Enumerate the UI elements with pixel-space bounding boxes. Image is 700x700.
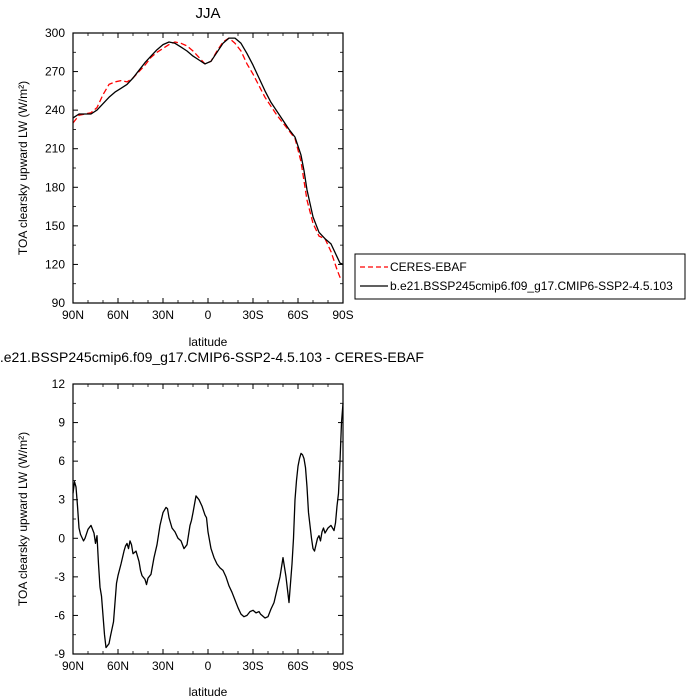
- top-series-line-0: [72, 37, 344, 281]
- bottom-y-tick-label: 0: [58, 531, 65, 545]
- top-x-tick-label: 90N: [62, 308, 84, 322]
- bottom-y-tick-label: -9: [54, 647, 65, 661]
- bottom-y-tick-label: 3: [58, 493, 65, 507]
- legend-label-ceres: CERES-EBAF: [390, 260, 467, 274]
- top-y-tick-label: 90: [52, 296, 66, 310]
- bottom-x-axis-label: latitude: [189, 685, 228, 699]
- top-x-tick-label: 30N: [152, 308, 174, 322]
- top-ticks: 90N 60N 30N 0 30S 60S 90S 90 120 150 180 210 240 270 3…: [45, 26, 354, 322]
- bottom-panel: b.e21.BSSP245cmip6.f09_g17.CMIP6-SSP2-4.…: [0, 349, 424, 699]
- top-y-axis-label: TOA clearsky upward LW (W/m²): [16, 81, 30, 255]
- bottom-x-tick-label: 60S: [287, 659, 308, 673]
- bottom-ticks: 90N 60N 30N 0 30S 60S 90S -9 -6 -3 0 3 6 9 12: [52, 377, 354, 673]
- legend: CERES-EBAF b.e21.BSSP245cmip6.f09_g17.CM…: [354, 253, 686, 300]
- top-y-tick-label: 270: [45, 65, 65, 79]
- legend-label-model: b.e21.BSSP245cmip6.f09_g17.CMIP6-SSP2-4.…: [390, 279, 673, 293]
- bottom-x-tick-label: 30N: [152, 659, 174, 673]
- top-y-tick-label: 150: [45, 219, 65, 233]
- top-y-tick-label: 210: [45, 142, 65, 156]
- bottom-y-axis-label: TOA clearsky upward LW (W/m²): [16, 432, 30, 606]
- bottom-y-tick-label: -6: [54, 608, 65, 622]
- top-x-tick-label: 30S: [242, 308, 263, 322]
- top-y-tick-label: 120: [45, 257, 65, 271]
- bottom-x-tick-label: 60N: [107, 659, 129, 673]
- top-x-tick-label: 60S: [287, 308, 308, 322]
- top-plot-frame: [72, 32, 344, 304]
- top-chart-title: JJA: [195, 5, 220, 22]
- bottom-x-tick-label: 90S: [332, 659, 353, 673]
- bottom-series-group: [72, 403, 344, 649]
- bottom-plot-frame: [72, 383, 344, 655]
- legend-box: [354, 253, 686, 300]
- top-panel: JJA TOA clearsky upward LW (W/m²) latitu…: [16, 5, 354, 349]
- top-x-axis-label: latitude: [189, 335, 228, 349]
- top-series-line-1: [72, 37, 344, 265]
- top-x-tick-label: 90S: [332, 308, 353, 322]
- top-x-tick-label: 0: [205, 308, 212, 322]
- top-y-tick-label: 240: [45, 103, 65, 117]
- top-x-tick-label: 60N: [107, 308, 129, 322]
- bottom-x-tick-label: 90N: [62, 659, 84, 673]
- top-y-tick-label: 300: [45, 26, 65, 40]
- bottom-y-tick-label: 12: [52, 377, 66, 391]
- bottom-series-line-0: [72, 403, 344, 649]
- top-y-tick-label: 180: [45, 180, 65, 194]
- bottom-y-tick-label: 9: [58, 416, 65, 430]
- bottom-chart-title: b.e21.BSSP245cmip6.f09_g17.CMIP6-SSP2-4.…: [0, 349, 424, 365]
- bottom-x-tick-label: 0: [205, 659, 212, 673]
- bottom-y-tick-label: -3: [54, 570, 65, 584]
- bottom-x-tick-label: 30S: [242, 659, 263, 673]
- top-series-group: [72, 37, 344, 281]
- bottom-y-tick-label: 6: [58, 454, 65, 468]
